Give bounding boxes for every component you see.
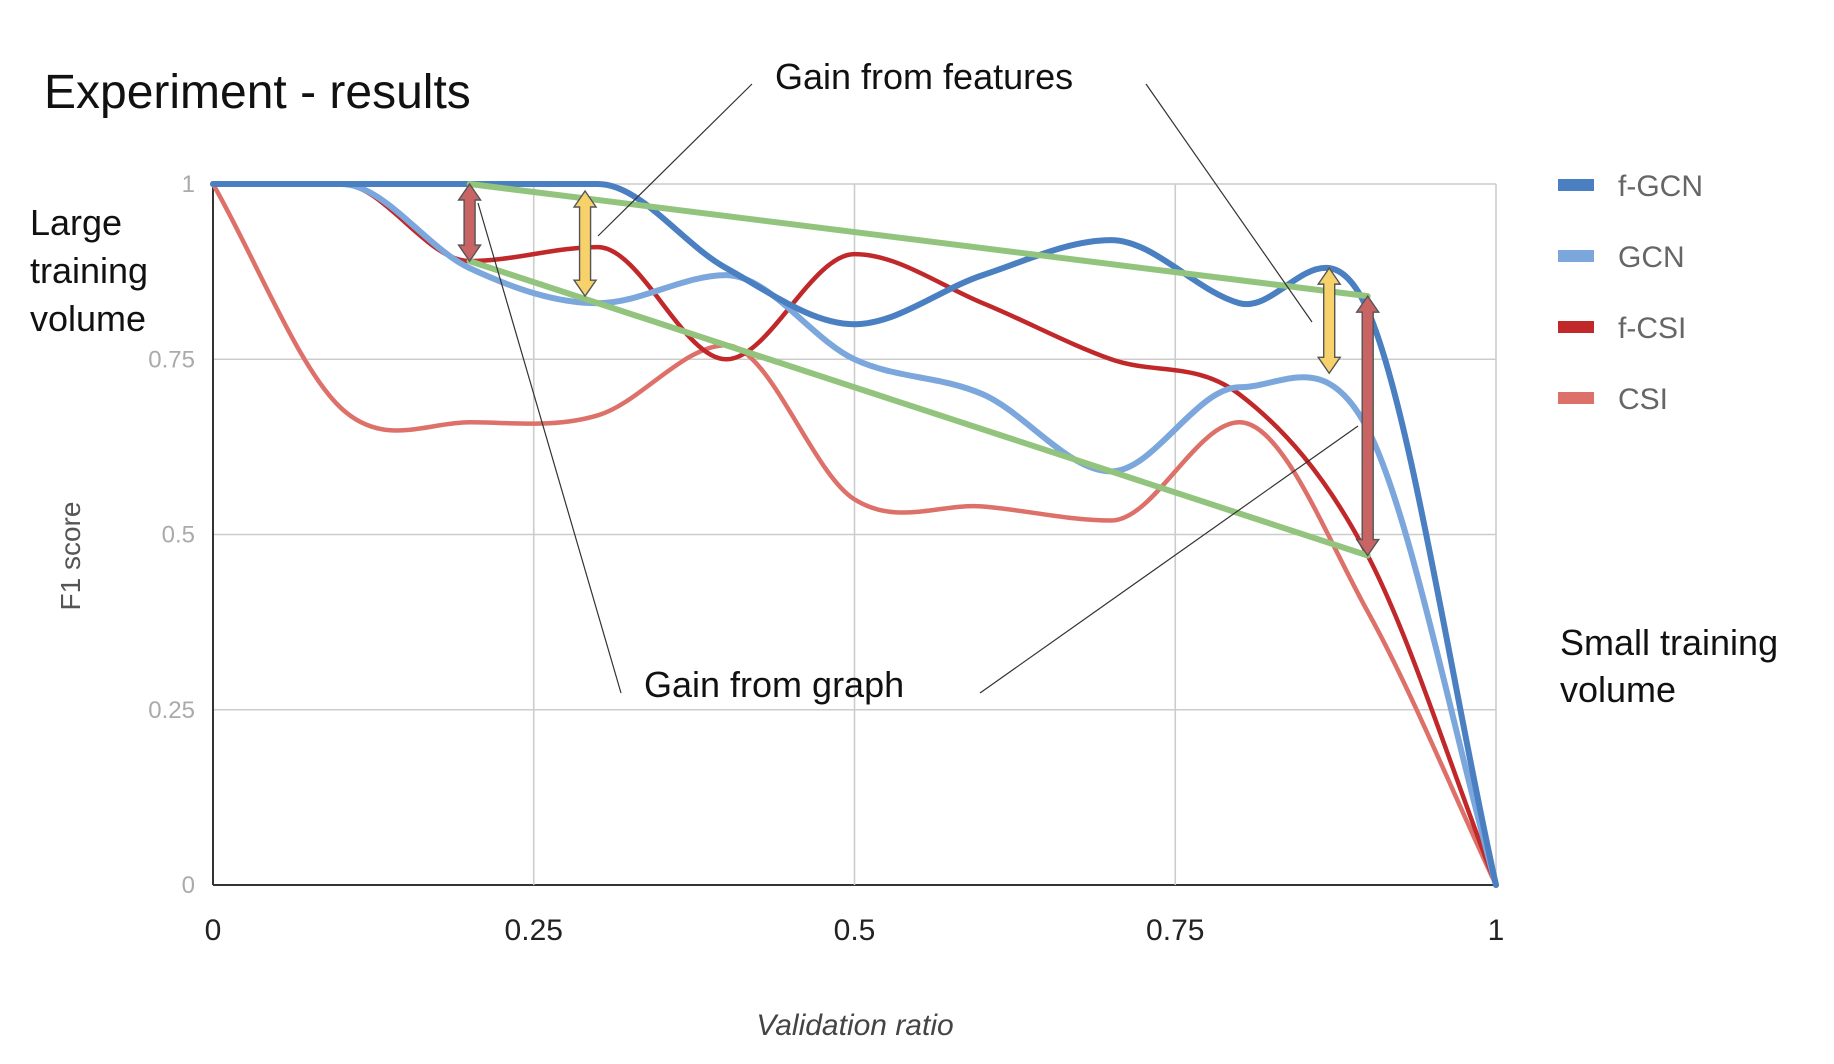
x-axis-label: Validation ratio	[756, 1009, 953, 1042]
annotation-small-training-line: Small training	[1560, 622, 1778, 663]
x-tick-label: 0.25	[505, 914, 563, 947]
annotation-large-training-line: volume	[30, 298, 146, 339]
annotation-gain-graph: Gain from graph	[644, 664, 904, 705]
trend-lines	[466, 181, 1371, 559]
callout-line-graph	[979, 425, 1359, 694]
annotation-small-training: Small training volume	[1560, 622, 1788, 710]
y-tick-label: 0.5	[162, 522, 195, 549]
chart-title: Experiment - results	[44, 66, 471, 119]
annotation-large-training: Large training volume	[30, 202, 158, 339]
series-line-csi	[210, 181, 1499, 888]
callout-line-graph	[477, 202, 622, 694]
series-line-gcn	[210, 180, 1499, 888]
y-tick-label: 1	[182, 171, 195, 198]
legend-swatch-csi	[1558, 392, 1594, 404]
x-tick-label: 0.5	[834, 914, 876, 947]
annotation-small-training-line: volume	[1560, 669, 1676, 710]
legend-swatch-f-gcn	[1558, 179, 1594, 191]
callout-line-features	[597, 83, 753, 237]
annotation-gain-features: Gain from features	[775, 56, 1073, 97]
annotation-large-training-line: Large	[30, 202, 122, 243]
legend-label-f-gcn: f-GCN	[1618, 170, 1703, 203]
trend-line	[466, 181, 1371, 300]
legend-swatch-gcn	[1558, 250, 1594, 262]
y-axis-label: F1 score	[55, 502, 86, 611]
x-tick-label: 0	[205, 914, 222, 947]
gain-arrow-graph	[1355, 294, 1381, 557]
callout-lines	[477, 83, 1359, 694]
callout-line-features	[1145, 83, 1313, 323]
y-tick-label: 0.75	[148, 346, 195, 373]
legend: f-GCN GCN f-CSI CSI	[1558, 170, 1703, 416]
y-tick-label: 0	[182, 872, 195, 899]
legend-label-gcn: GCN	[1618, 241, 1685, 274]
annotation-large-training-line: training	[30, 250, 148, 291]
legend-label-f-csi: f-CSI	[1618, 312, 1686, 345]
legend-label-csi: CSI	[1618, 383, 1668, 416]
trend-line	[466, 258, 1371, 559]
gain-arrow-features	[1316, 266, 1342, 375]
x-tick-label: 1	[1488, 914, 1505, 947]
gain-arrow-features	[572, 189, 598, 298]
y-tick-label: 0.25	[148, 697, 195, 724]
tick-labels: 0 0.25 0.5 0.75 1 0 0.25 0.5 0.75 1	[148, 171, 1504, 947]
legend-swatch-f-csi	[1558, 321, 1594, 333]
x-tick-label: 0.75	[1146, 914, 1204, 947]
gain-arrows	[457, 182, 1381, 557]
gain-arrow-graph	[457, 182, 482, 263]
